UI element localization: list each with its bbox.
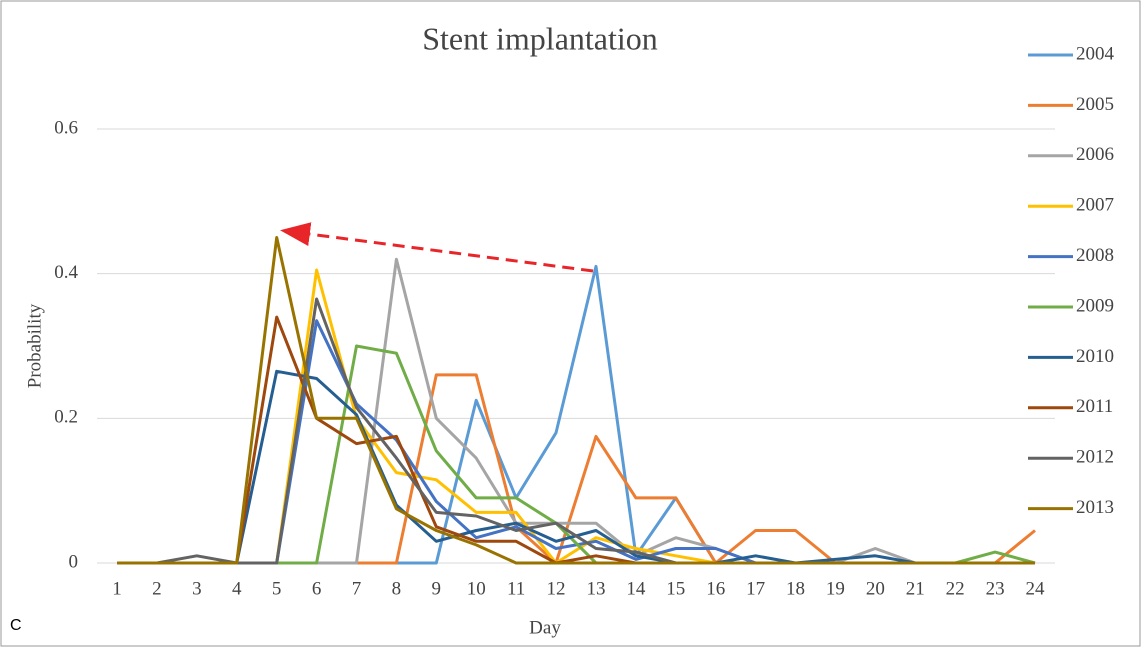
y-axis-label: Probability: [24, 303, 45, 388]
x-tick-label: 6: [312, 578, 322, 599]
x-tick-label: 8: [392, 578, 402, 599]
series-line: [117, 236, 1035, 565]
y-tick-label: 0: [69, 551, 79, 572]
x-tick-label: 24: [1026, 578, 1046, 599]
x-tick-label: 13: [586, 578, 605, 599]
legend-label: 2013: [1076, 497, 1114, 518]
chart-title: Stent implantation: [422, 20, 658, 56]
x-tick-label: 15: [666, 578, 685, 599]
x-tick-label: 12: [547, 578, 566, 599]
x-tick-label: 2: [152, 578, 162, 599]
x-tick-label: 20: [866, 578, 885, 599]
x-tick-label: 23: [986, 578, 1005, 599]
x-tick-label: 21: [906, 578, 925, 599]
legend-label: 2011: [1076, 396, 1113, 417]
x-tick-label: 4: [232, 578, 242, 599]
x-tick-label: 9: [432, 578, 442, 599]
y-tick-label: 0.4: [54, 262, 78, 283]
x-tick-label: 5: [272, 578, 282, 599]
x-tick-label: 3: [192, 578, 202, 599]
x-tick-label: 17: [746, 578, 765, 599]
legend-label: 2007: [1076, 195, 1114, 216]
legend-label: 2012: [1076, 447, 1114, 468]
annotation-arrow: [280, 222, 594, 273]
x-tick-label: 14: [626, 578, 646, 599]
x-tick-label: 10: [467, 578, 486, 599]
legend-label: 2008: [1076, 245, 1114, 266]
legend-label: 2009: [1076, 295, 1114, 316]
x-tick-label: 7: [352, 578, 362, 599]
panel-label: C: [10, 617, 22, 634]
y-tick-label: 0.2: [54, 407, 78, 428]
x-tick-label: 1: [112, 578, 122, 599]
x-tick-label: 19: [826, 578, 845, 599]
legend-label: 2004: [1076, 43, 1115, 64]
x-axis-label: Day: [529, 617, 561, 638]
x-tick-label: 11: [507, 578, 525, 599]
x-tick-label: 16: [706, 578, 725, 599]
legend-label: 2006: [1076, 144, 1114, 165]
x-tick-label: 22: [946, 578, 965, 599]
legend-label: 2005: [1076, 94, 1114, 115]
x-tick-label: 18: [786, 578, 805, 599]
y-tick-label: 0.6: [54, 117, 78, 138]
legend-label: 2010: [1076, 346, 1114, 367]
